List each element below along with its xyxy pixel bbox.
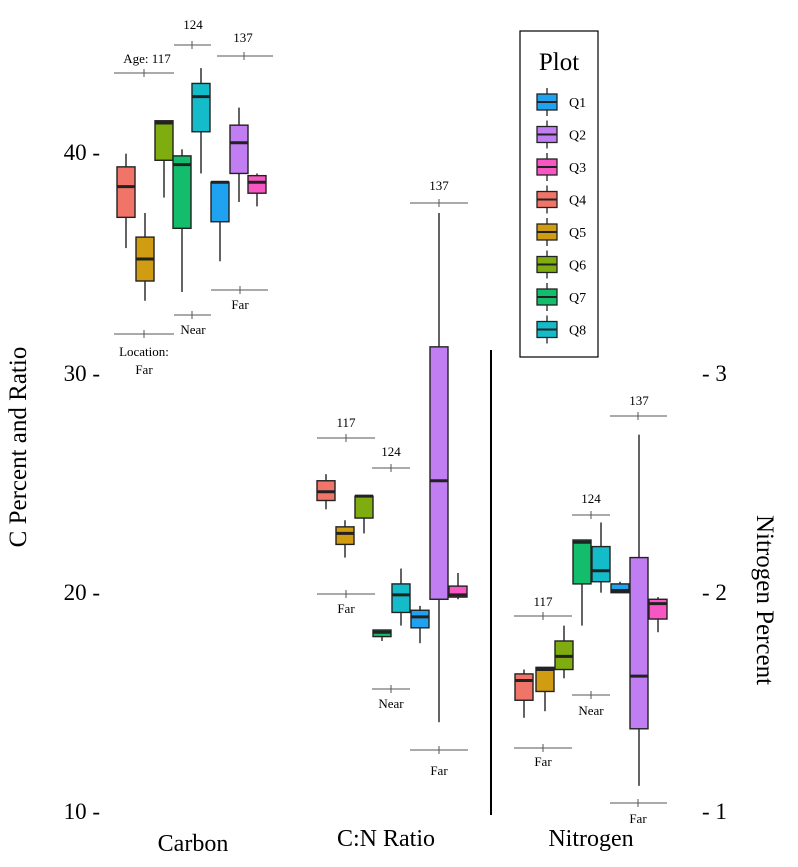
box-iqr — [335, 526, 355, 546]
legend-label: Q3 — [569, 161, 586, 176]
boxplot-q2 — [429, 212, 449, 723]
box-iqr — [448, 585, 468, 598]
group-label-cn-ratio: C:N Ratio — [337, 826, 435, 852]
right-axis-title: Nitrogen Percent — [751, 515, 778, 685]
right-tick-label: - 1 — [702, 799, 727, 824]
boxplot-q1 — [210, 180, 230, 262]
group-label-carbon: Carbon — [158, 831, 229, 857]
age-label: Age: 117 — [123, 51, 171, 66]
legend-label: Q8 — [569, 324, 586, 339]
location-label: Far — [534, 754, 552, 769]
legend-label: Q7 — [569, 291, 586, 306]
boxplot-q5 — [535, 666, 555, 712]
legend-key — [536, 283, 558, 311]
box-iqr — [247, 174, 267, 194]
box-iqr — [610, 583, 630, 594]
location-label: Far — [629, 811, 647, 826]
right-tick-label: - 2 — [702, 580, 727, 605]
box-iqr — [154, 120, 174, 161]
location-label: Far — [430, 763, 448, 778]
age-label: 124 — [381, 444, 401, 459]
box-iqr — [629, 556, 649, 730]
boxplot-q2 — [629, 434, 649, 786]
box-layer — [116, 68, 668, 786]
box-iqr — [116, 166, 136, 219]
box-iqr — [429, 346, 449, 600]
boxplot-q8 — [391, 568, 411, 626]
boxplot-q3 — [448, 572, 468, 600]
boxplot-q5 — [135, 212, 155, 301]
legend-key — [536, 120, 558, 149]
group-label-nitrogen: Nitrogen — [548, 826, 633, 852]
boxplot-q6 — [154, 120, 174, 198]
boxplot-q4 — [514, 669, 534, 718]
box-iqr — [229, 124, 249, 175]
boxplot-q4 — [316, 474, 336, 510]
location-label: Near — [378, 696, 404, 711]
boxplot-q5 — [335, 520, 355, 558]
location-label: Location: — [119, 344, 169, 359]
right-tick-label: - 3 — [702, 361, 727, 386]
age-label: 137 — [629, 393, 649, 408]
legend-label: Q5 — [569, 226, 586, 241]
boxplot-q2 — [229, 107, 249, 202]
box-iqr — [572, 539, 592, 585]
legend-key — [536, 185, 558, 214]
boxplot-q8 — [591, 522, 611, 593]
legend-label: Q4 — [569, 194, 586, 209]
box-iqr — [535, 666, 555, 693]
location-label: Far — [337, 601, 355, 616]
legend-title: Plot — [539, 49, 579, 76]
legend-label: Q6 — [569, 259, 586, 274]
location-label: Near — [180, 322, 206, 337]
left-tick-label: 30 - — [64, 361, 100, 386]
location-label: Far — [135, 362, 153, 377]
age-label: 124 — [183, 17, 203, 32]
boxplot-q8 — [191, 68, 211, 174]
boxplot-q6 — [354, 494, 374, 534]
boxplot-q4 — [116, 153, 136, 249]
legend-key — [536, 88, 558, 116]
left-axis-title: C Percent and Ratio — [5, 347, 32, 548]
box-iqr — [410, 609, 430, 629]
legend-key — [536, 153, 558, 181]
location-label: Near — [578, 703, 604, 718]
box-iqr — [591, 545, 611, 583]
legend-frame — [519, 30, 599, 358]
left-tick-label: 40 - — [64, 140, 100, 165]
age-label: 124 — [581, 491, 601, 506]
boxplot-q1 — [410, 605, 430, 644]
age-label: 117 — [533, 594, 553, 609]
age-label: 137 — [429, 178, 449, 193]
boxplot-q7 — [172, 149, 192, 292]
boxplot-q3 — [247, 173, 267, 207]
legend-label: Q2 — [569, 129, 586, 144]
box-iqr — [191, 82, 211, 133]
boxplot-q7 — [372, 629, 392, 641]
legend-key — [536, 315, 558, 344]
age-label: 117 — [336, 415, 356, 430]
legend: Plot Q1 Q2 Q3 Q4 Q5 Q6 Q7 Q8 — [519, 30, 599, 358]
boxplot-q1 — [610, 581, 630, 594]
legend-key — [536, 250, 558, 279]
location-label: Far — [231, 297, 249, 312]
boxplot-q6 — [554, 625, 574, 679]
age-label: 137 — [233, 30, 253, 45]
box-iqr — [210, 181, 230, 223]
box-iqr — [514, 673, 534, 701]
box-iqr — [391, 583, 411, 614]
left-tick-label: 20 - — [64, 580, 100, 605]
box-iqr — [172, 155, 192, 230]
left-tick-label: 10 - — [64, 799, 100, 824]
boxplot-q7 — [572, 539, 592, 626]
box-iqr — [354, 495, 374, 519]
legend-key — [536, 218, 558, 246]
boxplot-q3 — [648, 597, 668, 633]
legend-label: Q1 — [569, 96, 586, 111]
